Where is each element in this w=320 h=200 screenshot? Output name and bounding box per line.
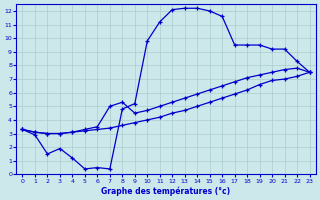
- X-axis label: Graphe des températures (°c): Graphe des températures (°c): [101, 186, 231, 196]
